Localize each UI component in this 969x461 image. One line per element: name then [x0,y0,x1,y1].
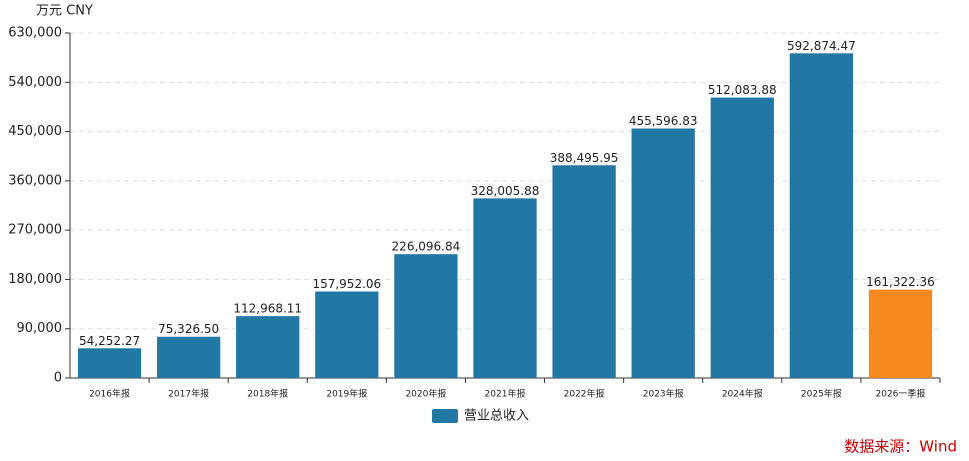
x-tick-label: 2018年报 [247,388,288,400]
legend-label: 营业总收入 [464,409,529,424]
value-label: 592,874.47 [787,39,856,53]
x-tick-label: 2024年报 [722,388,763,400]
value-label: 388,495.95 [550,151,619,165]
x-tick-label: 2022年报 [564,388,605,400]
value-label: 54,252.27 [79,334,140,348]
y-tick-label: 450,000 [8,124,62,139]
y-tick-label: 0 [54,371,62,386]
bar [77,348,142,378]
value-label: 328,005.88 [471,184,540,198]
bar [710,97,774,378]
y-tick-label: 270,000 [8,223,62,238]
bar [157,336,221,378]
x-tick-label: 2021年报 [485,388,526,400]
x-tick-label: 2020年报 [405,388,446,400]
x-tick-label: 2019年报 [326,388,367,400]
legend-swatch [432,409,458,423]
bar [315,291,379,378]
value-label: 75,326.50 [158,322,219,336]
value-label: 226,096.84 [392,240,461,254]
value-label: 161,322.36 [866,275,935,289]
bar [236,316,300,378]
y-tick-label: 90,000 [17,321,63,336]
value-label: 512,083.88 [708,83,777,97]
bar [394,254,458,378]
bar [631,128,695,378]
value-label: 157,952.06 [312,277,381,291]
value-label: 455,596.83 [629,114,698,128]
unit-label: 万元 CNY [36,4,93,19]
y-tick-label: 540,000 [8,75,62,90]
value-label: 112,968.11 [233,302,302,316]
x-tick-label: 2017年报 [168,388,209,400]
bar [473,198,537,378]
x-tick-label: 2016年报 [89,388,130,400]
x-tick-label: 2023年报 [643,388,684,400]
bar [868,289,933,378]
bar [552,165,616,378]
y-tick-label: 180,000 [8,272,62,287]
bar [789,53,853,378]
y-tick-label: 360,000 [8,173,62,188]
source: 数据来源：Wind [844,438,957,456]
y-tick-label: 630,000 [8,26,62,41]
x-tick-label: 2025年报 [801,388,842,400]
x-tick-label: 2026一季报 [876,388,926,400]
